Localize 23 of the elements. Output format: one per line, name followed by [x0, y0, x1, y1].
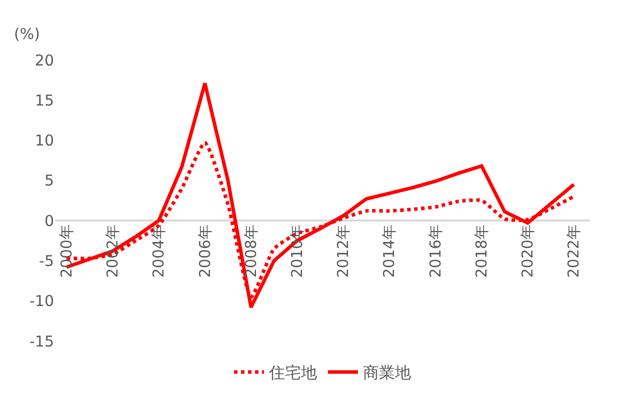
x-tick-label: 2002年	[104, 224, 122, 278]
x-tick-label: 2008年	[242, 224, 260, 278]
legend-label: 住宅地	[268, 363, 317, 382]
x-tick-label: 2000年	[57, 224, 76, 278]
y-tick-label: 15	[34, 91, 54, 110]
y-tick-label: -5	[39, 252, 54, 270]
x-tick-label: 2004年	[150, 224, 168, 278]
y-tick-label: 10	[34, 132, 54, 150]
y-tick-label: 5	[44, 172, 54, 190]
y-axis-title: (%)	[14, 25, 40, 43]
x-tick-label: 2018年	[472, 224, 490, 278]
x-tick-label: 2014年	[380, 224, 398, 278]
y-tick-label: 20	[34, 51, 54, 70]
y-tick-label: 0	[44, 212, 54, 230]
legend-label: 商業地	[363, 363, 411, 382]
x-tick-label: 2016年	[426, 224, 444, 278]
x-tick-label: 2020年	[518, 224, 537, 278]
y-tick-label: -15	[30, 332, 54, 350]
x-tick-label: 2010年	[288, 224, 306, 278]
x-tick-label: 2006年	[196, 224, 214, 278]
x-tick-label: 2022年	[564, 224, 583, 278]
y-tick-label: -10	[30, 292, 54, 310]
x-tick-label: 2012年	[334, 224, 352, 278]
